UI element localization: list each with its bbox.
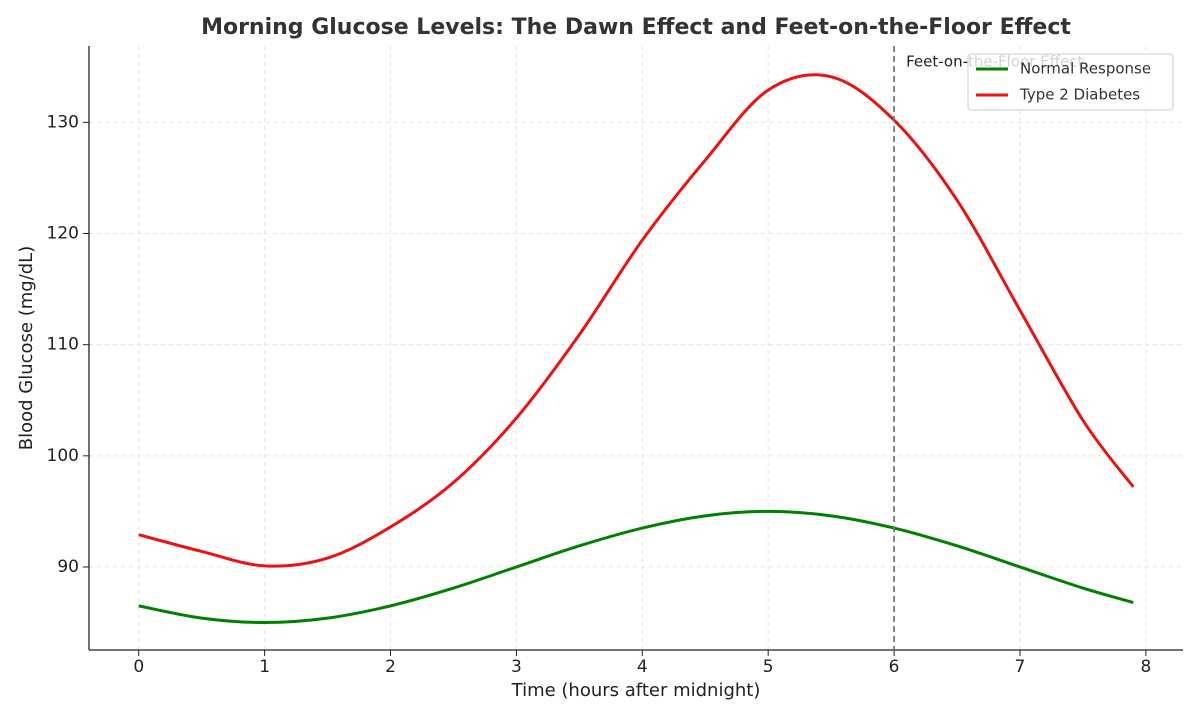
line-series xyxy=(138,509,1134,625)
x-tick-label: 1 xyxy=(259,657,270,677)
y-tick-label: 120 xyxy=(47,224,79,244)
x-axis-label: Time (hours after midnight) xyxy=(511,680,761,701)
x-tick-label: 5 xyxy=(763,657,774,677)
x-tick-label: 4 xyxy=(637,657,648,677)
chart-title: Morning Glucose Levels: The Dawn Effect … xyxy=(201,15,1071,40)
legend-box xyxy=(967,53,1174,111)
legend: Normal Response Type 2 Diabetes xyxy=(967,53,1174,111)
line-series xyxy=(138,73,1135,568)
y-tick-label: 130 xyxy=(47,112,79,132)
x-tick-label: 2 xyxy=(385,657,396,677)
x-tick-label: 3 xyxy=(511,657,522,677)
y-tick-label: 110 xyxy=(47,335,79,355)
x-tick-label: 6 xyxy=(889,657,900,677)
legend-label: Normal Response xyxy=(1020,60,1151,78)
y-tick-label: 100 xyxy=(47,446,79,466)
x-tick-label: 7 xyxy=(1015,657,1026,677)
x-tick-label: 0 xyxy=(133,657,144,677)
y-tick-label: 90 xyxy=(57,557,79,577)
y-axis-label: Blood Glucose (mg/dL) xyxy=(16,246,37,451)
legend-label: Type 2 Diabetes xyxy=(1019,86,1140,104)
x-tick-label: 8 xyxy=(1140,657,1151,677)
